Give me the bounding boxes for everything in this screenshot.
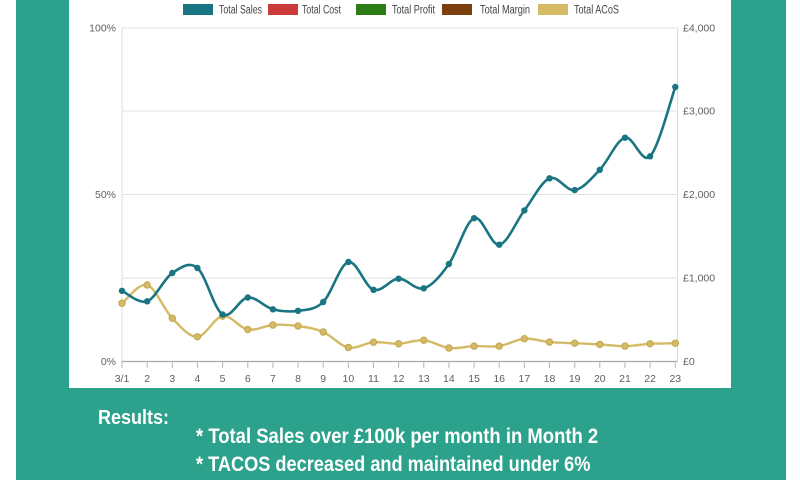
svg-text:Total Profit: Total Profit — [392, 5, 436, 17]
svg-text:21: 21 — [619, 373, 631, 385]
svg-text:4: 4 — [194, 373, 200, 385]
svg-text:9: 9 — [320, 373, 326, 385]
svg-text:0%: 0% — [101, 356, 116, 368]
svg-text:8: 8 — [295, 373, 301, 385]
svg-text:£0: £0 — [683, 356, 695, 368]
svg-text:20: 20 — [594, 373, 606, 385]
svg-text:£4,000: £4,000 — [683, 23, 715, 35]
svg-text:Total Margin: Total Margin — [480, 5, 530, 17]
svg-text:£1,000: £1,000 — [683, 273, 715, 285]
svg-text:50%: 50% — [95, 189, 116, 201]
svg-text:19: 19 — [569, 373, 581, 385]
svg-text:14: 14 — [443, 373, 455, 385]
svg-text:15: 15 — [468, 373, 480, 385]
svg-text:7: 7 — [270, 373, 276, 385]
svg-text:Total ACoS: Total ACoS — [574, 5, 619, 17]
svg-text:10: 10 — [343, 373, 355, 385]
svg-text:18: 18 — [544, 373, 556, 385]
svg-text:6: 6 — [245, 373, 251, 385]
svg-text:12: 12 — [393, 373, 405, 385]
svg-text:Total Sales: Total Sales — [219, 5, 262, 17]
svg-text:£2,000: £2,000 — [683, 189, 715, 201]
svg-text:17: 17 — [519, 373, 531, 385]
svg-text:Total Cost: Total Cost — [302, 5, 342, 17]
svg-text:23: 23 — [669, 373, 681, 385]
svg-text:13: 13 — [418, 373, 430, 385]
svg-text:16: 16 — [493, 373, 505, 385]
svg-text:£3,000: £3,000 — [683, 106, 715, 118]
svg-text:3/1: 3/1 — [115, 373, 130, 385]
svg-text:11: 11 — [368, 373, 379, 385]
svg-text:22: 22 — [644, 373, 656, 385]
svg-text:3: 3 — [169, 373, 175, 385]
svg-text:2: 2 — [144, 373, 150, 385]
svg-text:100%: 100% — [89, 23, 116, 35]
svg-text:5: 5 — [220, 373, 226, 385]
